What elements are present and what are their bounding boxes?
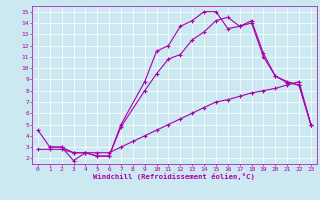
X-axis label: Windchill (Refroidissement éolien,°C): Windchill (Refroidissement éolien,°C) [93, 173, 255, 180]
